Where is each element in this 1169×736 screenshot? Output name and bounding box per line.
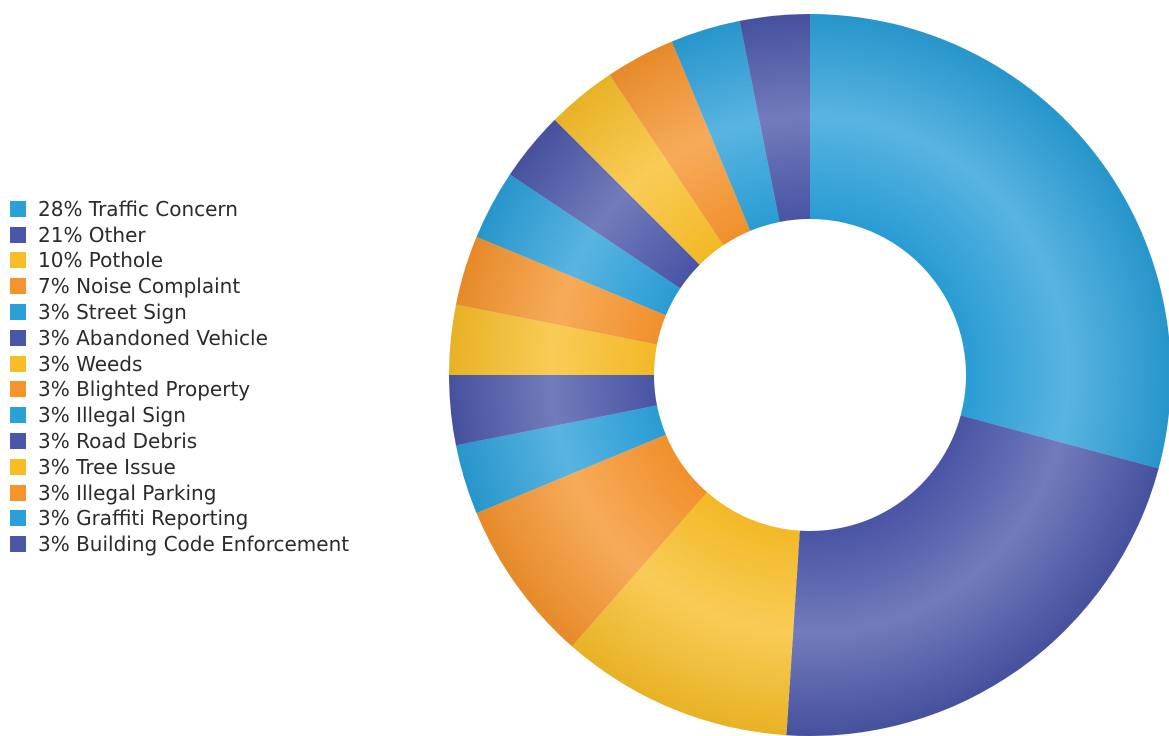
donut-slice	[609, 41, 751, 246]
legend-label: 3% Illegal Parking	[38, 480, 217, 505]
legend-label: 3% Blighted Property	[38, 377, 251, 402]
donut-slice	[476, 434, 708, 647]
legend-swatch	[10, 304, 26, 321]
legend-swatch	[10, 355, 26, 372]
legend-item: 3% Tree Issue	[10, 454, 349, 480]
legend-item: 3% Illegal Sign	[10, 402, 349, 428]
donut-slice	[810, 14, 1169, 469]
donut-slice	[739, 14, 810, 222]
legend-label: 3% Illegal Sign	[38, 403, 186, 428]
chart-legend: 28% Traffic Concern 21% Other 10% Pothole 7…	[10, 196, 349, 557]
legend-item: 3% Illegal Parking	[10, 480, 349, 506]
donut-slice	[571, 492, 800, 736]
legend-swatch	[10, 458, 26, 475]
legend-label: 10% Pothole	[38, 248, 164, 273]
legend-label: 3% Street Sign	[38, 300, 187, 325]
donut-slice	[455, 405, 666, 514]
legend-swatch	[10, 484, 26, 501]
legend-swatch	[10, 407, 26, 424]
donut-slice	[449, 304, 657, 375]
legend-item: 21% Other	[10, 222, 349, 248]
legend-label: 3% Tree Issue	[38, 454, 176, 479]
donut-slice	[476, 174, 681, 316]
legend-item: 3% Weeds	[10, 351, 349, 377]
legend-item: 28% Traffic Concern	[10, 196, 349, 222]
legend-item: 3% Street Sign	[10, 299, 349, 325]
legend-swatch	[10, 226, 26, 243]
legend-label: 3% Road Debris	[38, 429, 198, 454]
legend-swatch	[10, 433, 26, 450]
legend-swatch	[10, 536, 26, 553]
donut-slice	[509, 119, 700, 289]
donut-slices	[449, 14, 1169, 736]
legend-item: 3% Abandoned Vehicle	[10, 325, 349, 351]
donut-slice	[671, 20, 780, 231]
legend-label: 21% Other	[38, 222, 146, 247]
legend-label: 28% Traffic Concern	[38, 196, 238, 221]
donut-slice	[786, 415, 1159, 736]
legend-swatch	[10, 200, 26, 217]
donut-slice	[455, 236, 666, 345]
donut-slice	[554, 74, 724, 265]
legend-swatch	[10, 381, 26, 398]
legend-item: 3% Building Code Enforcement	[10, 531, 349, 557]
legend-item: 3% Road Debris	[10, 428, 349, 454]
legend-label: 3% Building Code Enforcement	[38, 532, 350, 557]
legend-label: 3% Abandoned Vehicle	[38, 325, 268, 350]
legend-item: 10% Pothole	[10, 248, 349, 274]
legend-label: 3% Weeds	[38, 351, 143, 376]
legend-swatch	[10, 329, 26, 346]
legend-item: 3% Blighted Property	[10, 377, 349, 403]
legend-swatch	[10, 278, 26, 295]
legend-item: 3% Graffiti Reporting	[10, 506, 349, 532]
legend-swatch	[10, 252, 26, 269]
legend-label: 7% Noise Complaint	[38, 274, 241, 299]
legend-item: 7% Noise Complaint	[10, 273, 349, 299]
donut-slice	[449, 375, 657, 446]
legend-label: 3% Graffiti Reporting	[38, 506, 249, 531]
legend-swatch	[10, 510, 26, 527]
